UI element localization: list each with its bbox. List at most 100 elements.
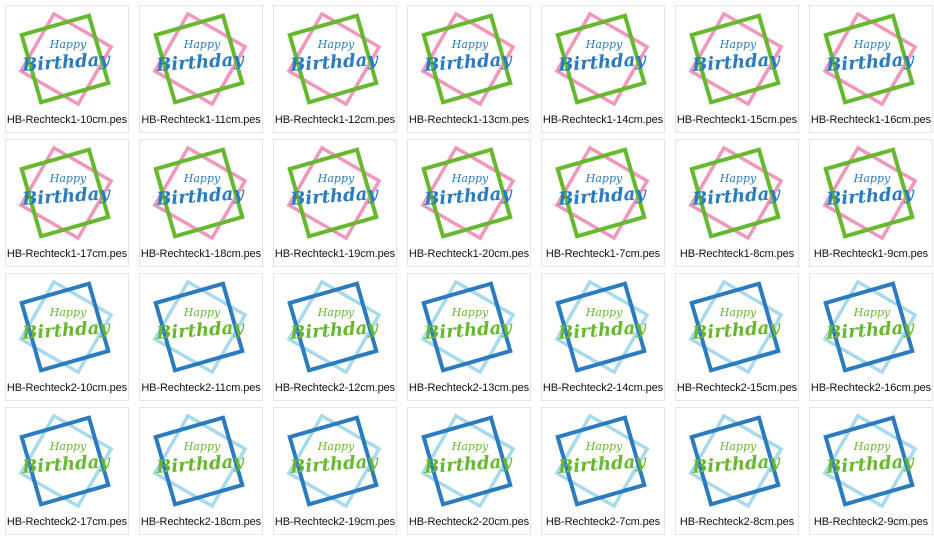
- file-item[interactable]: Happy Birthday HB-Rechteck2-7cm.pes: [541, 407, 665, 535]
- file-item[interactable]: Happy Birthday HB-Rechteck1-19cm.pes: [273, 139, 397, 267]
- thumb-text-happy: Happy: [585, 38, 623, 51]
- file-item[interactable]: Happy Birthday HB-Rechteck2-10cm.pes: [5, 273, 129, 401]
- file-name: HB-Rechteck1-8cm.pes: [679, 248, 795, 260]
- file-item[interactable]: Happy Birthday HB-Rechteck2-20cm.pes: [407, 407, 531, 535]
- thumb-text-happy: Happy: [719, 440, 757, 453]
- back-frame: [420, 11, 516, 107]
- file-name: HB-Rechteck2-15cm.pes: [676, 382, 798, 394]
- front-frame: [823, 281, 915, 373]
- file-item[interactable]: Happy Birthday HB-Rechteck2-15cm.pes: [675, 273, 799, 401]
- front-frame: [421, 147, 513, 239]
- file-name: HB-Rechteck2-11cm.pes: [141, 382, 261, 394]
- thumb-text-happy: Happy: [183, 172, 221, 185]
- front-frame: [689, 281, 781, 373]
- file-item[interactable]: Happy Birthday HB-Rechteck1-14cm.pes: [541, 5, 665, 133]
- file-item[interactable]: Happy Birthday HB-Rechteck2-17cm.pes: [5, 407, 129, 535]
- back-frame: [554, 11, 650, 107]
- file-item[interactable]: Happy Birthday HB-Rechteck1-10cm.pes: [5, 5, 129, 133]
- file-item[interactable]: Happy Birthday HB-Rechteck1-20cm.pes: [407, 139, 531, 267]
- back-frame: [286, 11, 382, 107]
- back-frame: [822, 279, 918, 375]
- file-item[interactable]: Happy Birthday HB-Rechteck2-9cm.pes: [809, 407, 933, 535]
- front-frame: [823, 147, 915, 239]
- thumb-text-happy: Happy: [451, 38, 489, 51]
- back-frame: [554, 145, 650, 241]
- file-item[interactable]: Happy Birthday HB-Rechteck1-9cm.pes: [809, 139, 933, 267]
- front-frame: [153, 13, 245, 105]
- back-frame: [286, 279, 382, 375]
- file-name: HB-Rechteck1-17cm.pes: [6, 248, 128, 260]
- file-name: HB-Rechteck1-20cm.pes: [408, 248, 530, 260]
- file-item[interactable]: Happy Birthday HB-Rechteck1-15cm.pes: [675, 5, 799, 133]
- back-frame: [554, 279, 650, 375]
- thumb-text-happy: Happy: [183, 38, 221, 51]
- front-frame: [19, 281, 111, 373]
- file-item[interactable]: Happy Birthday HB-Rechteck1-16cm.pes: [809, 5, 933, 133]
- file-item[interactable]: Happy Birthday HB-Rechteck2-13cm.pes: [407, 273, 531, 401]
- thumb-text-happy: Happy: [719, 172, 757, 185]
- file-item[interactable]: Happy Birthday HB-Rechteck2-16cm.pes: [809, 273, 933, 401]
- front-frame: [287, 281, 379, 373]
- back-frame: [688, 11, 784, 107]
- thumb-text-happy: Happy: [183, 440, 221, 453]
- file-item[interactable]: Happy Birthday HB-Rechteck1-11cm.pes: [139, 5, 263, 133]
- file-name: HB-Rechteck2-16cm.pes: [810, 382, 932, 394]
- front-frame: [689, 415, 781, 507]
- thumb-text-happy: Happy: [451, 172, 489, 185]
- front-frame: [153, 415, 245, 507]
- file-item[interactable]: Happy Birthday HB-Rechteck2-8cm.pes: [675, 407, 799, 535]
- front-frame: [287, 13, 379, 105]
- thumb-text-happy: Happy: [585, 172, 623, 185]
- file-item[interactable]: Happy Birthday HB-Rechteck2-12cm.pes: [273, 273, 397, 401]
- file-name: HB-Rechteck2-10cm.pes: [6, 382, 128, 394]
- thumb-text-happy: Happy: [317, 172, 355, 185]
- file-item[interactable]: Happy Birthday HB-Rechteck1-13cm.pes: [407, 5, 531, 133]
- file-item[interactable]: Happy Birthday HB-Rechteck1-8cm.pes: [675, 139, 799, 267]
- file-item[interactable]: Happy Birthday HB-Rechteck1-12cm.pes: [273, 5, 397, 133]
- file-item[interactable]: Happy Birthday HB-Rechteck2-14cm.pes: [541, 273, 665, 401]
- thumb-text-happy: Happy: [317, 306, 355, 319]
- back-frame: [420, 145, 516, 241]
- back-frame: [822, 413, 918, 509]
- front-frame: [689, 147, 781, 239]
- file-name: HB-Rechteck2-9cm.pes: [813, 516, 929, 528]
- back-frame: [688, 413, 784, 509]
- file-item[interactable]: Happy Birthday HB-Rechteck2-18cm.pes: [139, 407, 263, 535]
- back-frame: [420, 279, 516, 375]
- back-frame: [18, 11, 114, 107]
- back-frame: [420, 413, 516, 509]
- file-item[interactable]: Happy Birthday HB-Rechteck1-7cm.pes: [541, 139, 665, 267]
- file-name: HB-Rechteck2-12cm.pes: [274, 382, 396, 394]
- file-item[interactable]: Happy Birthday HB-Rechteck1-18cm.pes: [139, 139, 263, 267]
- file-item[interactable]: Happy Birthday HB-Rechteck2-11cm.pes: [139, 273, 263, 401]
- file-name: HB-Rechteck2-19cm.pes: [274, 516, 396, 528]
- file-item[interactable]: Happy Birthday HB-Rechteck1-17cm.pes: [5, 139, 129, 267]
- file-item[interactable]: Happy Birthday HB-Rechteck2-19cm.pes: [273, 407, 397, 535]
- back-frame: [822, 145, 918, 241]
- thumb-text-happy: Happy: [853, 172, 891, 185]
- thumb-text-happy: Happy: [719, 38, 757, 51]
- front-frame: [555, 415, 647, 507]
- back-frame: [18, 279, 114, 375]
- front-frame: [153, 281, 245, 373]
- thumb-text-happy: Happy: [49, 38, 87, 51]
- front-frame: [19, 147, 111, 239]
- thumb-text-happy: Happy: [317, 440, 355, 453]
